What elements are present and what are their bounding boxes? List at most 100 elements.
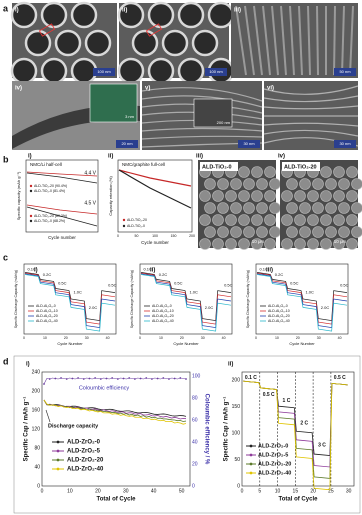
legend-marker (29, 189, 33, 193)
pore (10, 1, 38, 29)
rate-label: 2 C (300, 421, 308, 427)
ce-marker (128, 377, 131, 379)
annotation-box (145, 23, 163, 37)
x-tick-label: 10 (275, 336, 279, 340)
x-tick-label: 10 (159, 336, 163, 340)
legend-marker (122, 224, 126, 228)
particle (312, 202, 324, 214)
y-tick-label: 150 (232, 404, 241, 410)
x-axis-label: Cycle number (141, 240, 169, 245)
chart-title: NMC/graphite full-cell (122, 162, 165, 167)
rate-label: 0.2C (159, 272, 168, 277)
x-tick-label: 150 (171, 234, 177, 238)
sheet (263, 85, 359, 95)
ce-marker (94, 377, 97, 379)
legend-marker (249, 462, 253, 466)
pore (40, 1, 68, 29)
image-label: v) (145, 86, 150, 92)
plot-frame (139, 263, 233, 335)
capacity-curve (242, 380, 348, 491)
particle (286, 202, 298, 214)
ce-marker (111, 377, 114, 379)
legend-label: ALD-TiO₂-0 (81.4%) (34, 189, 65, 193)
rate-label: 1 C (283, 398, 291, 404)
pore (191, 29, 219, 57)
particle (325, 178, 337, 190)
chart-label: iii) (266, 268, 273, 274)
particle (320, 166, 332, 178)
legend-label: ALD-ZrO₂-20 (258, 461, 291, 467)
scale-bar-bg (116, 140, 138, 148)
y2-tick-label: 80 (192, 395, 198, 401)
legend-label: ALD-Al₂O₃-40 (268, 319, 290, 323)
legend-marker (29, 219, 33, 223)
particle (204, 178, 216, 190)
y-tick-label: 40 (34, 464, 40, 470)
label-bg (282, 162, 320, 171)
legend-label: ALD-TiO₂-20 (80.3%) (34, 214, 67, 218)
scale-bar-label: 100 nm (97, 69, 111, 74)
ce-marker (179, 377, 182, 379)
annotation: Discharge capacity (48, 423, 99, 429)
scale-bar-label: 20 nm (121, 141, 133, 146)
ce-marker (48, 378, 51, 380)
sheet (263, 122, 359, 127)
x-tick-label: 40 (222, 336, 226, 340)
rate-label: 0.5C (340, 283, 349, 288)
fiber (316, 5, 319, 76)
fiber (289, 5, 295, 76)
y-tick-label: 50 (234, 457, 240, 463)
micrograph (231, 3, 358, 78)
sheet (263, 105, 359, 110)
ce-marker (151, 378, 153, 380)
particle (199, 190, 211, 202)
particle (312, 178, 324, 190)
x-tick-label: 40 (106, 336, 110, 340)
x-tick-label: 30 (85, 336, 89, 340)
legend-marker (56, 440, 60, 444)
legend-label: ALD-Al₂O₃-40 (152, 319, 174, 323)
micrograph (10, 1, 117, 85)
particle (346, 238, 358, 250)
image-label: iv) (15, 86, 22, 92)
pore (70, 57, 98, 85)
x-tick-label: 100 (152, 234, 158, 238)
particle (251, 214, 263, 226)
y-tick-label: 100 (232, 430, 241, 436)
scale-bar-bg (334, 68, 356, 76)
rate-label: 0.5C (224, 283, 233, 288)
rate-label: 0.5C (290, 281, 299, 286)
particle (243, 202, 255, 214)
ce-marker (168, 378, 170, 380)
chart-label: iv) (278, 154, 285, 160)
capacity-curve (43, 399, 187, 425)
particle (333, 190, 345, 202)
x-tick-label: 50 (135, 234, 139, 238)
particle (269, 226, 281, 238)
legend-label: ALD-ZrO₂-5 (258, 452, 288, 458)
legend-label: ALD-Al₂O₃-0 (152, 304, 172, 308)
particle (346, 190, 358, 202)
fiber (235, 5, 247, 76)
legend-marker (56, 449, 60, 453)
curve (26, 172, 98, 184)
x-tick-label: 30 (201, 336, 205, 340)
ce-marker (65, 378, 68, 380)
ce-marker (99, 378, 102, 380)
rate-label: 0.2C (43, 272, 52, 277)
y-axis-label: Capacity retention (%) (108, 176, 113, 216)
x-tick-label: 20 (180, 336, 184, 340)
chart-label: iii) (196, 154, 203, 160)
ce-marker (71, 377, 74, 380)
pore (54, 29, 82, 57)
legend-marker (249, 444, 253, 448)
x-axis-label: Total of Cycle (279, 497, 319, 503)
particle (264, 214, 276, 226)
legend-label: ALD-Al₂O₃-10 (152, 309, 174, 313)
legend-label: ALD-TiO₂-20 (90.4%) (34, 184, 67, 188)
ce-marker (82, 378, 85, 380)
legend-label: ALD-ZrO₂-40 (67, 467, 104, 473)
particle (256, 226, 268, 238)
